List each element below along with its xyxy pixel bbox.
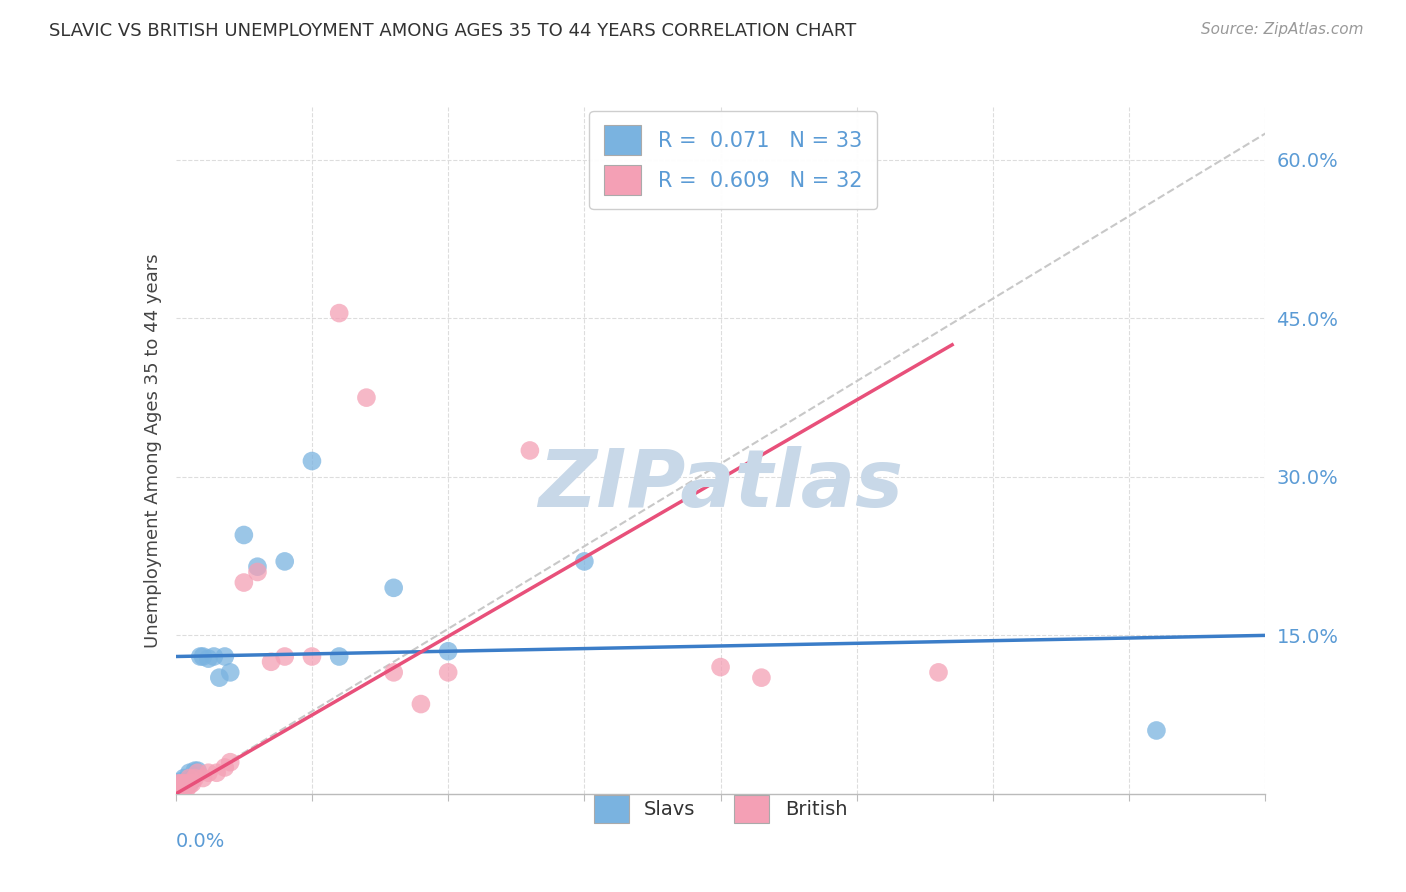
Point [170,776,193,790]
Point [186,764,209,778]
Point [167,781,190,796]
Point [176,776,198,790]
Point [179,776,201,790]
Point [181,776,204,790]
Legend: Slavs, British: Slavs, British [583,785,858,832]
Point [214,649,236,664]
Point [409,697,432,711]
Point [181,773,204,788]
Point [176,779,198,793]
Y-axis label: Unemployment Among Ages 35 to 44 years: Unemployment Among Ages 35 to 44 years [143,253,162,648]
Point [167,781,190,796]
Point [173,781,195,796]
Point [301,454,323,468]
Point [232,575,254,590]
Point [170,781,193,796]
Point [260,655,283,669]
Point [197,651,219,665]
Point [382,665,405,680]
Point [328,306,350,320]
Point [710,660,733,674]
Point [301,649,323,664]
Point [173,779,195,793]
Point [246,565,269,579]
Point [274,649,297,664]
Point [202,649,225,664]
Point [167,779,190,793]
Point [191,771,214,785]
Point [328,649,350,664]
Point [219,755,242,769]
Point [179,765,201,780]
Point [214,760,236,774]
Text: SLAVIC VS BRITISH UNEMPLOYMENT AMONG AGES 35 TO 44 YEARS CORRELATION CHART: SLAVIC VS BRITISH UNEMPLOYMENT AMONG AGE… [49,22,856,40]
Point [519,443,541,458]
Point [184,764,207,778]
Point [437,644,460,658]
Point [1144,723,1167,738]
Point [167,776,190,790]
Point [186,765,209,780]
Point [188,649,211,664]
Point [167,776,190,790]
Point [274,554,297,568]
Point [173,776,195,790]
Point [574,554,596,568]
Point [205,765,228,780]
Text: Source: ZipAtlas.com: Source: ZipAtlas.com [1201,22,1364,37]
Point [179,771,201,785]
Point [197,765,219,780]
Text: 0.0%: 0.0% [176,831,225,851]
Point [219,665,242,680]
Point [382,581,405,595]
Point [170,781,193,796]
Point [191,649,214,664]
Point [232,528,254,542]
Point [246,559,269,574]
Point [179,779,201,793]
Point [173,771,195,785]
Point [170,774,193,789]
Point [176,776,198,790]
Point [437,665,460,680]
Point [170,779,193,793]
Point [173,781,195,796]
Text: ZIPatlas: ZIPatlas [538,446,903,524]
Point [751,671,773,685]
Point [184,771,207,785]
Point [176,781,198,796]
Point [356,391,378,405]
Point [928,665,950,680]
Point [208,671,231,685]
Point [173,776,195,790]
